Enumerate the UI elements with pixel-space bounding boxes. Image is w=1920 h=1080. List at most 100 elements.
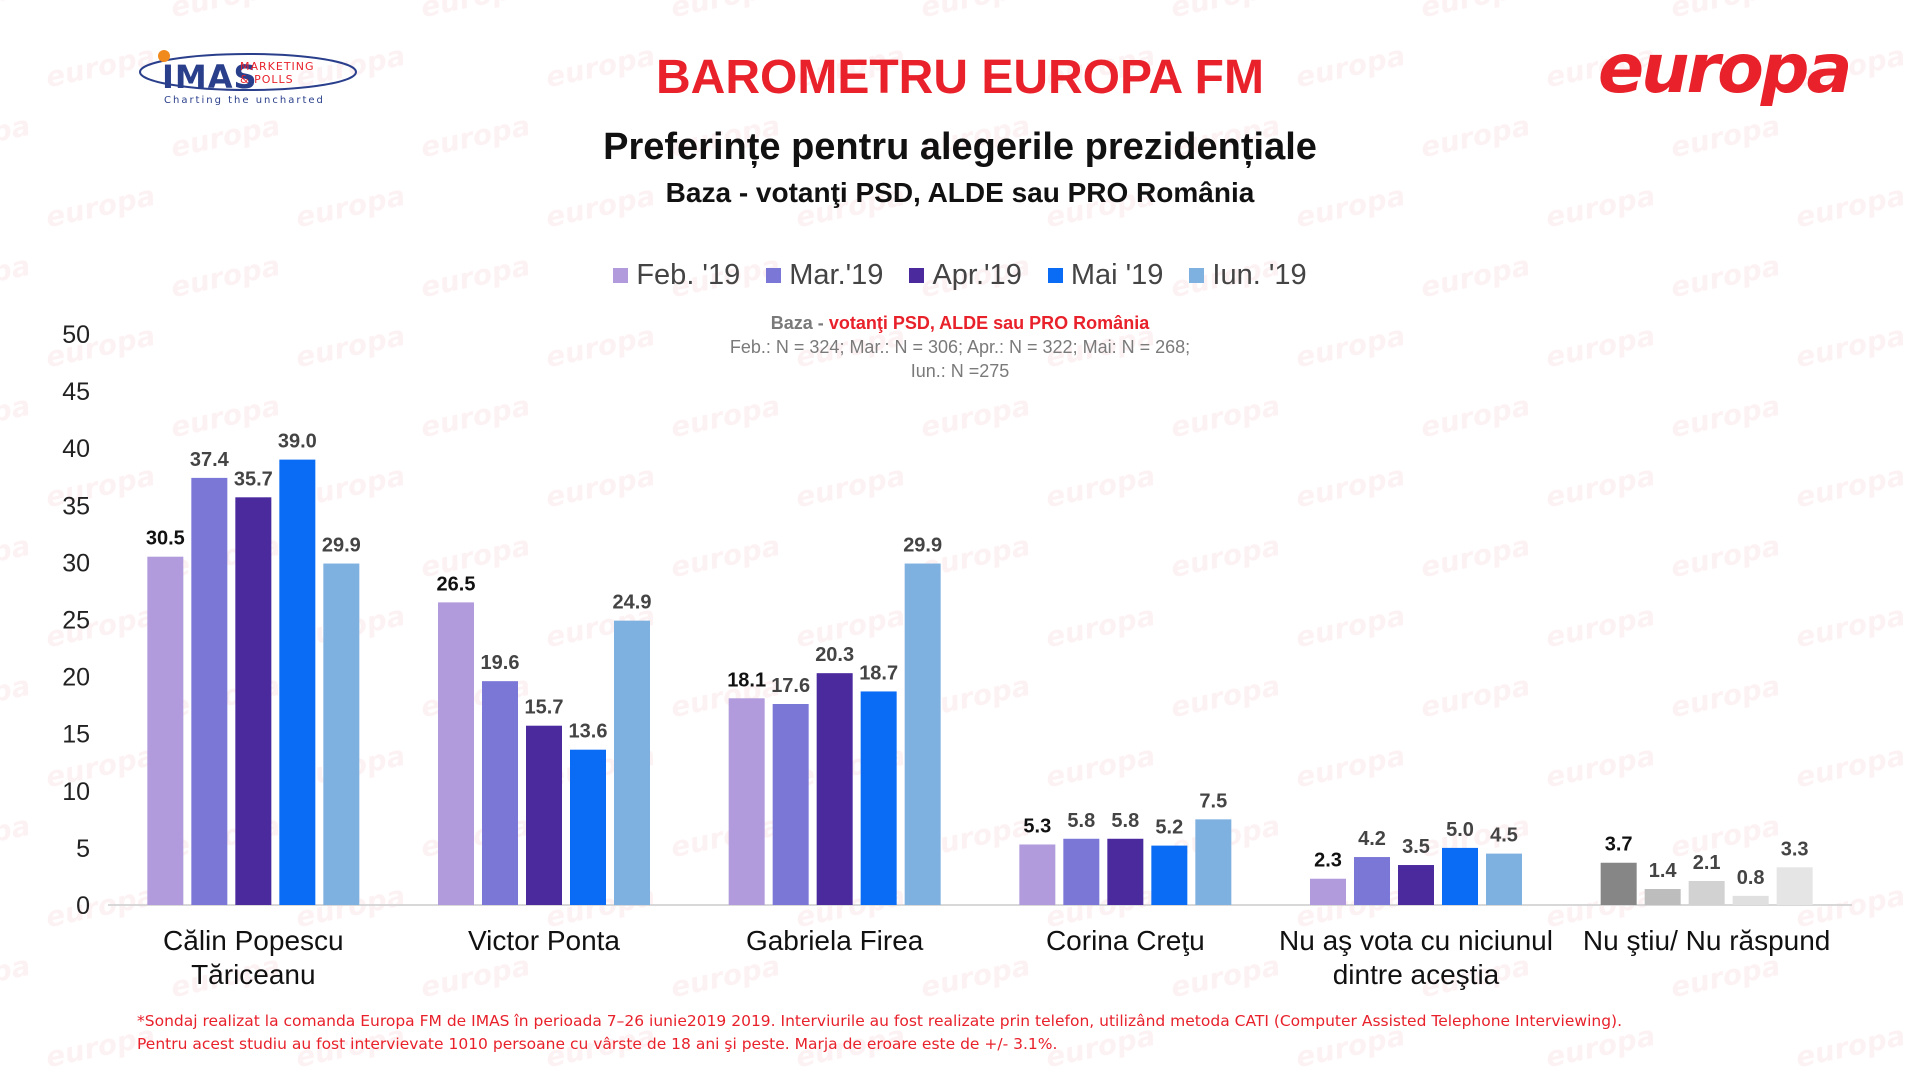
legend-label: Mar.'19 — [789, 259, 884, 291]
legend-label: Mai '19 — [1070, 259, 1164, 291]
bar-value-label: 1.4 — [1649, 860, 1678, 882]
category-label: Gabriela Firea — [746, 925, 924, 956]
bar-value-label: 39.0 — [278, 431, 317, 453]
bar — [1732, 895, 1769, 905]
bar — [482, 681, 518, 905]
bar — [1195, 819, 1232, 905]
bar-value-label: 3.7 — [1605, 834, 1633, 856]
bar-value-label: 5.2 — [1155, 817, 1183, 839]
chart-legend: Feb. '19 Mar.'19 Apr.'19 Mai '19 Iun. '19 — [0, 259, 1920, 292]
imas-swoosh-icon — [139, 50, 357, 91]
bar — [1776, 867, 1813, 905]
imas-logo-tagline: Charting the uncharted — [164, 95, 325, 106]
bar — [1486, 853, 1522, 905]
bar — [772, 704, 809, 905]
bar — [614, 620, 650, 905]
bar — [526, 725, 562, 905]
category-label: dintre aceştia — [1333, 959, 1500, 990]
page-title: BAROMETRU EUROPA FM — [656, 51, 1264, 104]
y-tick-label: 35 — [62, 492, 90, 520]
bar — [816, 673, 853, 905]
bar — [1151, 845, 1188, 905]
y-tick-label: 30 — [62, 549, 90, 577]
footnote-line1: *Sondaj realizat la comanda Europa FM de… — [137, 1012, 1623, 1030]
legend-swatch — [909, 268, 925, 283]
bar — [1019, 844, 1056, 905]
bar-value-label: 7.5 — [1199, 790, 1227, 812]
bar — [570, 749, 606, 905]
bar — [1688, 881, 1725, 905]
bar-chart: 0 5 10 15 20 25 30 35 40 45 50 30.5 37.435.739.0 29.9… — [62, 321, 1852, 990]
legend-item: Feb. '19 — [613, 259, 740, 292]
bar-value-label: 5.3 — [1023, 815, 1051, 837]
bar — [147, 556, 184, 905]
bar-value-label: 3.5 — [1402, 836, 1430, 858]
legend-item: Iun. '19 — [1189, 259, 1307, 292]
chart-subtitle: Preferințe pentru alegerile prezidențial… — [603, 126, 1317, 168]
bar — [1063, 838, 1100, 905]
bar — [1354, 857, 1390, 905]
imas-logo-word: IMAS — [162, 58, 258, 96]
legend-swatch — [613, 268, 629, 283]
y-tick-label: 5 — [76, 835, 90, 863]
y-tick-label: 20 — [62, 664, 90, 692]
imas-logo: IMAS MARKETING & POLLS Charting the unch… — [136, 44, 376, 110]
imas-logo-sub1: MARKETING — [240, 60, 315, 73]
bar — [728, 698, 765, 905]
bar-value-label: 4.5 — [1490, 825, 1518, 847]
legend-swatch — [766, 268, 782, 283]
legend-label: Iun. '19 — [1212, 259, 1307, 291]
europa-fm-logo: europa fm — [1598, 30, 1858, 116]
base-note: Baza - votanţi PSD, ALDE sau PRO România… — [0, 311, 1920, 383]
bar — [1442, 847, 1478, 905]
bar-value-label: 4.2 — [1358, 828, 1386, 850]
bar — [279, 459, 316, 905]
y-tick-label: 15 — [62, 721, 90, 749]
base-note-line2: Feb.: N = 324; Mar.: N = 306; Apr.: N = … — [729, 337, 1191, 357]
bar-value-label: 13.6 — [569, 721, 608, 743]
bar-value-label: 3.3 — [1781, 838, 1809, 860]
base-note-highlight: votanţi PSD, ALDE sau PRO România — [828, 313, 1150, 333]
bar — [235, 497, 272, 905]
bar-value-label: 5.8 — [1067, 810, 1095, 832]
base-note-prefix: Baza - — [770, 313, 829, 333]
y-tick-label: 25 — [62, 607, 90, 635]
bar-value-label: 20.3 — [815, 644, 854, 666]
bar-value-label: 18.1 — [727, 669, 766, 691]
bar-value-label: 2.1 — [1693, 852, 1721, 874]
bar-value-label: 18.7 — [859, 662, 898, 684]
imas-logo-sub2: & POLLS — [240, 73, 294, 86]
y-tick-label: 45 — [62, 378, 90, 406]
category-label: Nu aş vota cu niciunul — [1279, 925, 1553, 956]
bar-value-label: 19.6 — [481, 652, 520, 674]
bar-value-label: 17.6 — [771, 675, 810, 697]
bar-value-label: 5.0 — [1446, 819, 1474, 841]
bar-value-label: 30.5 — [146, 528, 185, 550]
bar — [1107, 838, 1144, 905]
footnote-line2: Pentru acest studiu au fost intervievate… — [137, 1035, 1058, 1053]
bar-value-label: 24.9 — [613, 592, 652, 614]
legend-label: Feb. '19 — [636, 259, 741, 291]
bar-value-label: 29.9 — [322, 535, 361, 557]
y-tick-label: 40 — [62, 435, 90, 463]
category-label: Corina Creţu — [1046, 925, 1205, 956]
bar — [1310, 878, 1346, 905]
bar — [860, 691, 897, 905]
europa-logo-word: europa — [1598, 30, 1852, 109]
y-tick-label: 50 — [62, 321, 90, 349]
category-label: Călin Popescu — [163, 925, 344, 956]
legend-swatch — [1189, 268, 1205, 283]
europa-logo-fm: fm — [1726, 34, 1752, 54]
bar-value-label: 26.5 — [437, 573, 476, 595]
base-note-line3: Iun.: N =275 — [910, 361, 1010, 381]
category-label: Nu ştiu/ Nu răspund — [1583, 925, 1830, 956]
bar — [191, 477, 228, 905]
bar — [1398, 865, 1434, 905]
legend-swatch — [1047, 268, 1063, 283]
bar-value-label: 15.7 — [525, 697, 564, 719]
bar-value-label: 2.3 — [1314, 850, 1342, 872]
bar-value-label: 29.9 — [903, 535, 942, 557]
bar-value-label: 0.8 — [1737, 867, 1765, 889]
bar — [904, 563, 941, 905]
legend-label: Apr.'19 — [932, 259, 1022, 291]
